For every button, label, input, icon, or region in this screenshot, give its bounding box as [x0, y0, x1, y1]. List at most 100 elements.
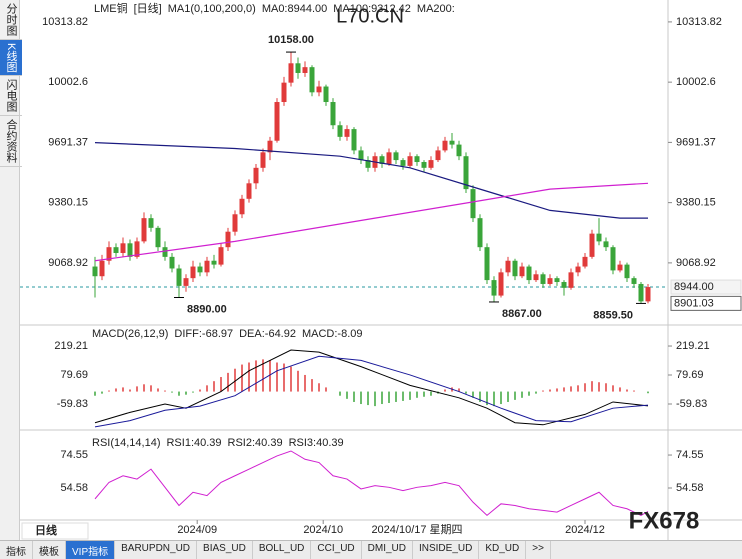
- candle-body: [365, 160, 371, 168]
- candle-body: [442, 140, 448, 151]
- candle-body: [281, 82, 287, 103]
- candle-body: [141, 218, 147, 242]
- candle-body: [337, 125, 343, 137]
- y-tick-label: 219.21: [54, 340, 88, 352]
- bottom-tab[interactable]: >>: [526, 541, 551, 559]
- macd-line: [94, 355, 649, 428]
- candle-body: [183, 278, 189, 286]
- candle-body: [267, 140, 273, 153]
- candle-body: [260, 152, 266, 168]
- annotation-label: 8867.00: [502, 308, 542, 320]
- candle-body: [113, 247, 119, 253]
- candle-body: [624, 264, 630, 279]
- legend-label: RSI2:40.39: [228, 437, 283, 449]
- ma-line: [94, 142, 648, 219]
- candle-body: [99, 260, 105, 277]
- y-tick-label: 10313.82: [42, 16, 88, 28]
- y-tick-label: 9380.15: [48, 197, 88, 209]
- candle-body: [554, 278, 560, 283]
- candle-body: [603, 241, 609, 248]
- price-box: [670, 295, 742, 311]
- candle-body: [155, 227, 161, 248]
- candle-body: [638, 283, 644, 302]
- candle-body: [379, 156, 385, 164]
- candle-body: [302, 67, 308, 73]
- bottom-tab[interactable]: CCI_UD: [311, 541, 362, 559]
- period-tab: 日线: [35, 523, 57, 537]
- candle-body: [421, 162, 427, 168]
- candle-body: [596, 233, 602, 242]
- candle-body: [498, 272, 504, 296]
- side-tab[interactable]: 合约资料: [0, 116, 22, 168]
- candle-body: [309, 67, 315, 93]
- bottom-tab[interactable]: DMI_UD: [362, 541, 413, 559]
- legend-label: [日线]: [134, 1, 162, 15]
- legend-label: LME铜: [94, 1, 128, 15]
- candle-body: [470, 189, 476, 219]
- watermark: L70.CN: [336, 5, 404, 27]
- y-tick-label: 79.69: [60, 369, 88, 381]
- y-tick-label: 9068.92: [48, 257, 88, 269]
- candle-body: [211, 260, 217, 265]
- bottom-tab[interactable]: BIAS_UD: [197, 541, 253, 559]
- candle-body: [547, 278, 553, 284]
- candle-body: [148, 218, 154, 228]
- candle-body: [449, 140, 455, 145]
- side-tab[interactable]: K线图: [0, 40, 22, 77]
- candle-body: [407, 156, 413, 166]
- candle-body: [169, 256, 175, 269]
- bottom-tab[interactable]: VIP指标: [66, 541, 116, 559]
- candle-body: [533, 274, 539, 281]
- candle-body: [232, 214, 238, 232]
- annotation-label: 8890.00: [187, 303, 227, 315]
- candle-body: [505, 260, 511, 273]
- candle-body: [631, 278, 637, 284]
- x-tick-label: 2024/12: [565, 524, 605, 536]
- bottom-tab[interactable]: BOLL_UD: [253, 541, 312, 559]
- candle-body: [323, 86, 329, 103]
- y-tick-label: 79.69: [676, 369, 704, 381]
- legend-label: MA200:: [417, 3, 455, 15]
- y-tick-label: 54.58: [60, 482, 88, 494]
- candle-body: [274, 102, 280, 141]
- legend-label: MA0:8944.00: [262, 3, 327, 15]
- candle-body: [253, 167, 259, 184]
- legend-label: RSI1:40.39: [166, 437, 221, 449]
- legend-label: MACD(26,12,9): [92, 328, 168, 340]
- y-tick-label: 54.58: [676, 482, 704, 494]
- side-tab[interactable]: 分时图: [0, 0, 22, 40]
- y-tick-label: 10002.6: [48, 76, 88, 88]
- candle-body: [491, 280, 497, 296]
- bottom-tab[interactable]: KD_UD: [479, 541, 527, 559]
- candle-body: [246, 183, 252, 199]
- legend-label: RSI(14,14,14): [92, 437, 160, 449]
- y-tick-label: 9691.37: [676, 136, 716, 148]
- candle-body: [176, 268, 182, 286]
- y-tick-label: -59.83: [676, 398, 707, 410]
- candle-body: [344, 129, 350, 137]
- candle-body: [512, 260, 518, 277]
- candle-body: [435, 150, 441, 161]
- candle-body: [330, 102, 336, 126]
- side-tabs: 分时图 K线图 闪电图 合约资料: [0, 0, 22, 540]
- macd-line: [94, 349, 649, 426]
- candle-body: [645, 287, 651, 302]
- candle-body: [127, 243, 133, 257]
- bottom-tab[interactable]: INSIDE_UD: [413, 541, 480, 559]
- watermark: FX678: [629, 507, 700, 534]
- bottom-tab[interactable]: BARUPDN_UD: [115, 541, 198, 559]
- candle-body: [288, 63, 294, 83]
- y-tick-label: 9068.92: [676, 257, 716, 269]
- bottom-tab[interactable]: 模板: [33, 541, 66, 559]
- side-tab[interactable]: 闪电图: [0, 76, 22, 117]
- candle-body: [617, 264, 623, 271]
- annotation-label: 8859.50: [593, 309, 633, 321]
- bottom-tab[interactable]: 指标: [0, 541, 33, 559]
- x-tick-label: 2024/10: [303, 524, 343, 536]
- candle-body: [561, 282, 567, 288]
- candle-body: [428, 160, 434, 168]
- candle-body: [295, 63, 301, 73]
- y-tick-label: 219.21: [676, 340, 710, 352]
- chart: 10313.82 10313.82 10002.6 10002.6 9691.37 969…: [20, 0, 742, 540]
